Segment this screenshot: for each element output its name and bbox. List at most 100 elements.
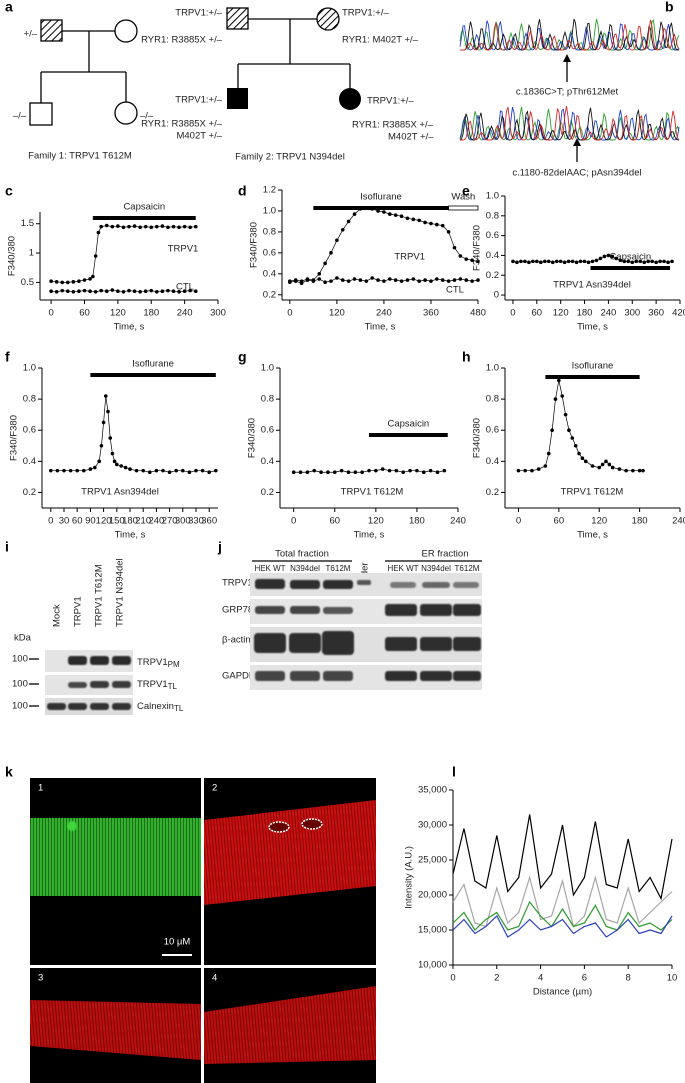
stimulus-label: Wash (451, 192, 475, 203)
genotype: +/– (24, 29, 38, 40)
data-point (574, 260, 579, 265)
data-point (536, 467, 541, 471)
band-label: CalnexinTL (137, 701, 184, 714)
data-point (141, 468, 145, 473)
data-point (166, 288, 170, 293)
data-point (614, 256, 619, 261)
data-point (567, 428, 571, 433)
data-point (119, 464, 123, 468)
data-point (423, 278, 427, 282)
data-point (143, 224, 148, 229)
y-tick-label: 0.2 (261, 487, 274, 498)
data-point (577, 451, 581, 456)
lane-label: TRPV1 T612M (94, 564, 105, 627)
data-point (60, 288, 65, 293)
band-label: TRPV1PM (137, 657, 180, 670)
group-label: ER fraction (422, 549, 469, 560)
data-point (49, 289, 53, 294)
data-point (311, 279, 316, 283)
lane-label: N394del (421, 564, 451, 573)
chromatogram-trace (460, 106, 680, 141)
x-tick-label: 0 (450, 973, 455, 984)
data-point (401, 470, 406, 475)
muscle-fiber (204, 800, 376, 905)
data-point (340, 228, 345, 232)
data-point (600, 462, 605, 467)
data-point (352, 277, 357, 281)
data-point (99, 224, 103, 229)
x-tick-label: 60 (554, 516, 565, 527)
data-point (352, 212, 357, 216)
data-point (174, 468, 178, 473)
data-point (446, 230, 451, 234)
y-axis-title: F340/380 (7, 236, 18, 276)
data-point (298, 470, 303, 475)
data-point (116, 289, 120, 294)
y-tick-label: 1 (29, 248, 34, 259)
chromatogram-trace (459, 107, 680, 141)
band (47, 703, 66, 710)
data-point (583, 459, 588, 464)
data-point (411, 217, 416, 222)
data-point (617, 467, 622, 471)
data-point (134, 468, 139, 473)
blot-strip (45, 698, 133, 715)
data-point (610, 465, 615, 470)
data-point (387, 468, 392, 473)
data-point (570, 259, 575, 264)
data-point (580, 456, 585, 461)
data-point (82, 468, 86, 473)
data-point (557, 378, 561, 383)
data-point (200, 468, 205, 473)
band (112, 656, 131, 665)
data-line (518, 380, 643, 472)
data-point (88, 467, 93, 471)
male-carrier (226, 7, 249, 30)
data-point (515, 260, 519, 265)
data-point (335, 238, 339, 243)
x-tick-label: 0 (287, 308, 292, 319)
y-tick-label: 0.8 (486, 210, 499, 221)
marker-label: 100 (12, 679, 28, 690)
stimulus-label: Capsaicin (123, 202, 165, 213)
x-tick-label: 60 (79, 308, 90, 319)
data-point (570, 436, 575, 440)
data-point (93, 465, 97, 470)
data-point (155, 224, 159, 229)
y-tick-label: 10,000 (418, 960, 447, 971)
data-point (626, 259, 631, 264)
data-point (104, 223, 109, 228)
x-tick-label: 240 (376, 308, 392, 319)
y-tick-label: 0.4 (261, 456, 274, 467)
data-point (646, 259, 650, 264)
data-point (546, 259, 551, 264)
x-tick-label: 270 (162, 516, 178, 527)
annotation: CTL (176, 282, 194, 293)
marker-label: 100 (12, 701, 28, 712)
data-point (104, 289, 109, 294)
data-point (187, 470, 192, 475)
x-tick-label: 240 (148, 516, 164, 527)
scale-label: 10 μM (164, 937, 191, 948)
genotype: RYR1: R3885X +/– (141, 35, 223, 46)
y-tick-label: 0.4 (486, 250, 499, 261)
data-point (641, 468, 645, 473)
data-point (214, 468, 218, 473)
stimulus-label: Isoflurane (360, 192, 402, 203)
data-point (291, 470, 296, 475)
data-point (293, 279, 298, 283)
lane-label: T612M (326, 564, 351, 573)
data-point (54, 280, 59, 284)
data-point (128, 467, 132, 471)
tile-number: 4 (212, 973, 217, 984)
data-point (370, 276, 374, 280)
data-point (66, 280, 70, 285)
data-point (566, 259, 571, 264)
data-point (408, 468, 412, 473)
panel-letter: d (238, 183, 247, 199)
data-point (417, 279, 422, 283)
data-line (452, 900, 673, 931)
data-point (312, 468, 317, 473)
data-point (49, 279, 53, 284)
tile-number: 3 (38, 973, 43, 984)
